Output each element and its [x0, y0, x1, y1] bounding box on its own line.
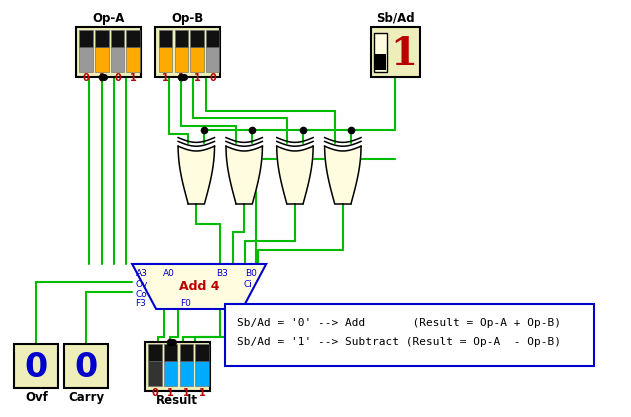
- Text: B0: B0: [245, 269, 257, 278]
- Text: 0: 0: [152, 387, 158, 397]
- Text: 1: 1: [178, 73, 185, 83]
- Text: F3: F3: [135, 299, 146, 309]
- Text: Op-B: Op-B: [172, 12, 204, 25]
- Text: Result: Result: [156, 394, 198, 407]
- Bar: [111, 48, 124, 72]
- Bar: [175, 30, 188, 47]
- FancyBboxPatch shape: [225, 304, 594, 367]
- Text: Ovf: Ovf: [25, 391, 48, 404]
- Text: 1: 1: [183, 387, 190, 397]
- Polygon shape: [226, 146, 262, 203]
- Text: Sb/Ad: Sb/Ad: [376, 12, 415, 25]
- Bar: [175, 48, 188, 72]
- Text: 0: 0: [209, 73, 216, 83]
- Bar: [111, 30, 124, 47]
- Bar: [196, 362, 209, 387]
- Bar: [206, 30, 220, 47]
- Text: 1: 1: [130, 73, 136, 83]
- Text: Ci: Ci: [243, 280, 252, 289]
- FancyBboxPatch shape: [374, 33, 387, 71]
- Text: B3: B3: [216, 269, 228, 278]
- Text: 1: 1: [391, 35, 418, 73]
- FancyBboxPatch shape: [144, 342, 209, 391]
- Bar: [180, 362, 193, 387]
- Text: Add 4: Add 4: [179, 280, 220, 293]
- Bar: [375, 54, 386, 70]
- Bar: [126, 48, 140, 72]
- Text: 1: 1: [199, 387, 206, 397]
- Polygon shape: [277, 146, 313, 203]
- Bar: [148, 362, 162, 387]
- Bar: [196, 344, 209, 361]
- FancyBboxPatch shape: [76, 28, 141, 77]
- Bar: [95, 48, 109, 72]
- Bar: [126, 30, 140, 47]
- Text: 0: 0: [74, 351, 98, 384]
- Polygon shape: [324, 146, 361, 203]
- Text: 0: 0: [83, 73, 90, 83]
- Bar: [95, 30, 109, 47]
- Text: 1: 1: [98, 73, 105, 83]
- Text: Co: Co: [135, 290, 147, 299]
- Text: 1: 1: [194, 73, 200, 83]
- FancyBboxPatch shape: [370, 28, 420, 77]
- Text: 1: 1: [162, 73, 169, 83]
- Polygon shape: [132, 264, 266, 309]
- Bar: [191, 30, 204, 47]
- Text: Carry: Carry: [68, 391, 104, 404]
- Bar: [191, 48, 204, 72]
- Polygon shape: [178, 146, 215, 203]
- FancyBboxPatch shape: [15, 344, 59, 389]
- Text: 1: 1: [167, 387, 174, 397]
- Bar: [80, 48, 93, 72]
- Bar: [180, 344, 193, 361]
- Bar: [164, 362, 177, 387]
- Bar: [80, 30, 93, 47]
- Text: Sb/Ad = '0' --> Add       (Result = Op-A + Op-B): Sb/Ad = '0' --> Add (Result = Op-A + Op-…: [237, 318, 560, 328]
- Text: A0: A0: [163, 269, 175, 278]
- Bar: [148, 344, 162, 361]
- Text: Sb/Ad = '1' --> Subtract (Result = Op-A  - Op-B): Sb/Ad = '1' --> Subtract (Result = Op-A …: [237, 337, 560, 347]
- Text: F0: F0: [180, 299, 191, 309]
- Text: 0: 0: [25, 351, 48, 384]
- Text: 0: 0: [114, 73, 121, 83]
- Bar: [159, 48, 172, 72]
- Bar: [159, 30, 172, 47]
- Text: A3: A3: [136, 269, 148, 278]
- Text: Op-A: Op-A: [92, 12, 124, 25]
- Bar: [206, 48, 220, 72]
- FancyBboxPatch shape: [155, 28, 220, 77]
- FancyBboxPatch shape: [64, 344, 108, 389]
- Bar: [164, 344, 177, 361]
- Text: Ov: Ov: [135, 280, 148, 289]
